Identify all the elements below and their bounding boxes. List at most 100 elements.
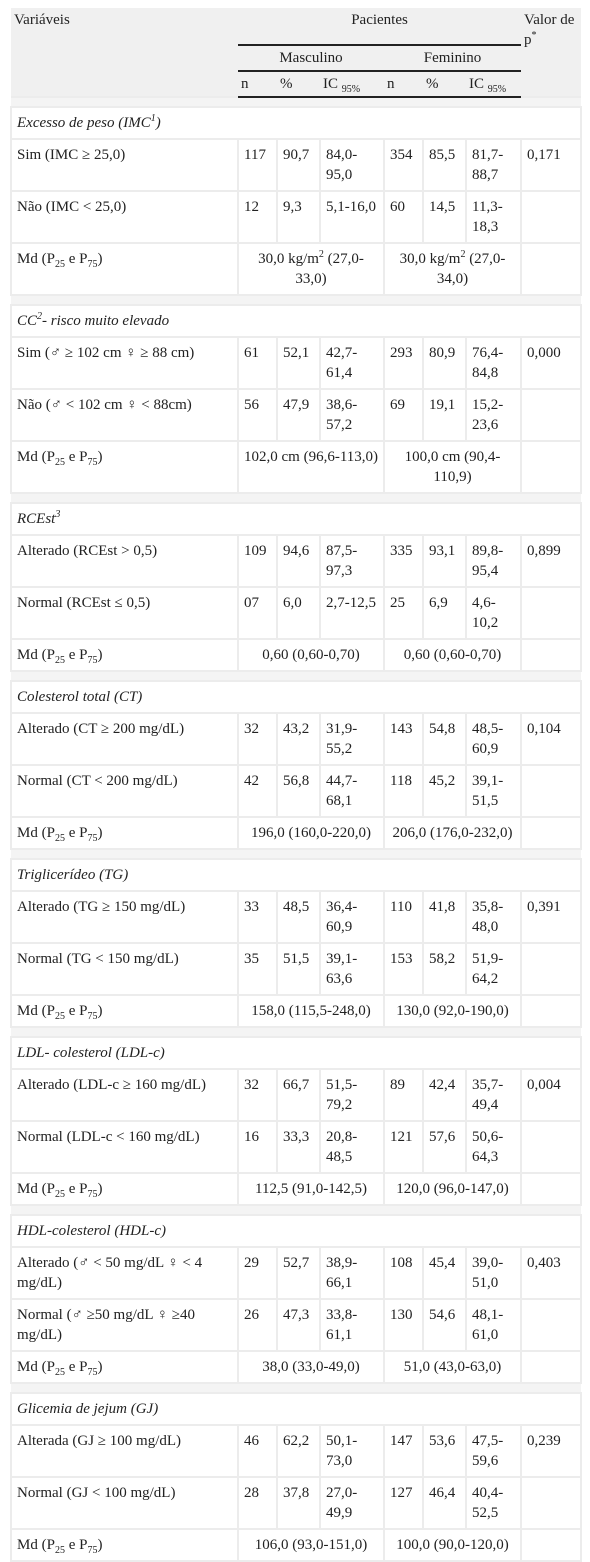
p-value: 0,104: [520, 712, 583, 766]
text-segment: Md (P: [17, 825, 55, 841]
median-row: Md (P25 e P75) 106,0 (93,0-151,0) 100,0 (9…: [10, 1528, 583, 1562]
header-cell: %: [423, 71, 466, 98]
data-cell: 58,2: [422, 942, 467, 996]
data-cell: 47,9: [276, 388, 321, 442]
row-label: Md (P25 e P75): [10, 440, 239, 494]
p-value: [520, 586, 583, 640]
text-segment: 30,0 kg/m: [258, 251, 319, 267]
data-cell: 39,0-51,0: [464, 1246, 523, 1300]
data-cell: 143: [383, 712, 424, 766]
data-cell: 5,1-16,0: [319, 190, 385, 244]
median-row: Md (P25 e P75) 38,0 (33,0-49,0) 51,0 (43,0…: [10, 1350, 583, 1384]
text-segment: Md (P: [17, 647, 55, 663]
text-segment: Md (P: [17, 449, 55, 465]
data-cell: 153: [383, 942, 424, 996]
data-cell: 293: [383, 336, 424, 390]
text-segment: ): [155, 115, 161, 131]
data-cell: 42,7-61,4: [319, 336, 385, 390]
data-cell: 4,6-10,2: [464, 586, 523, 640]
data-cell: 47,3: [276, 1298, 321, 1352]
data-cell: 50,6-64,3: [464, 1120, 523, 1174]
row-label: Normal (CT < 200 mg/dL): [10, 764, 239, 818]
section-title: CC2- risco muito elevado: [9, 304, 583, 338]
text-segment: IC: [323, 76, 342, 92]
p-value: [520, 242, 583, 296]
text-segment: Md (P: [17, 251, 55, 267]
data-cell: 147: [383, 1424, 424, 1478]
data-row: Sim (IMC ≥ 25,0) 117 90,7 84,0-95,0 354 85,5 8…: [10, 138, 583, 192]
data-cell: 33,3: [276, 1120, 321, 1174]
header-cell: %: [277, 71, 320, 98]
data-cell: 15,2-23,6: [464, 388, 523, 442]
subscript: 25: [54, 1545, 65, 1556]
p-value: [520, 1172, 583, 1206]
text-segment: CC: [17, 313, 38, 329]
data-cell: 46: [237, 1424, 278, 1478]
section-title: HDL-colesterol (HDL-c): [9, 1214, 583, 1248]
row-label: Sim (♂ ≥ 102 cm ♀ ≥ 88 cm): [10, 336, 239, 390]
data-cell: 35: [237, 942, 278, 996]
section-title-row: Colesterol total (CT): [9, 680, 583, 714]
data-cell: 32: [237, 1068, 278, 1122]
data-cell: 39,1-51,5: [464, 764, 523, 818]
text-segment: Excesso de peso (IMC: [17, 115, 151, 131]
row-label: Md (P25 e P75): [10, 994, 239, 1028]
row-label: Não (♂ < 102 cm ♀ < 88cm): [10, 388, 239, 442]
subscript: 75: [87, 1011, 98, 1022]
median-cell: 206,0 (176,0-232,0): [382, 816, 523, 850]
data-cell: 53,6: [422, 1424, 467, 1478]
subscript: 25: [54, 1011, 65, 1022]
section-title-row: Excesso de peso (IMC1): [9, 106, 583, 140]
data-cell: 36,4-60,9: [319, 890, 385, 944]
text-segment: RCEst: [17, 511, 56, 527]
median-cell: 30,0 kg/m2 (27,0-34,0): [382, 242, 523, 296]
p-value: 0,000: [520, 336, 583, 390]
data-row: Não (♂ < 102 cm ♀ < 88cm) 56 47,9 38,6-57,2…: [10, 388, 583, 442]
header-cell: Pacientes: [238, 8, 522, 45]
data-cell: 19,1: [422, 388, 467, 442]
median-cell: 106,0 (93,0-151,0): [237, 1528, 385, 1562]
data-cell: 44,7-68,1: [319, 764, 385, 818]
data-cell: 335: [383, 534, 424, 588]
text-segment: ): [97, 647, 103, 663]
text-segment: Md (P: [17, 1537, 55, 1553]
data-cell: 46,4: [422, 1476, 467, 1530]
p-value: 0,403: [520, 1246, 583, 1300]
row-label: Alterado (LDL-c ≥ 160 mg/dL): [10, 1068, 239, 1122]
text-segment: Md (P: [17, 1359, 55, 1375]
data-cell: 121: [383, 1120, 424, 1174]
median-row: Md (P25 e P75) 0,60 (0,60-0,70) 0,60 (0,60…: [10, 638, 583, 672]
spacer-cell: [11, 1382, 582, 1394]
superscript: *: [531, 30, 537, 41]
median-cell: 100,0 (90,0-120,0): [382, 1528, 523, 1562]
section-title-row: LDL- colesterol (LDL-c): [9, 1036, 583, 1070]
data-cell: 52,7: [276, 1246, 321, 1300]
section-title-row: RCEst3: [9, 502, 583, 536]
data-row: Não (IMC < 25,0) 12 9,3 5,1-16,0 60 14,5 11,3-…: [10, 190, 583, 244]
data-cell: 93,1: [422, 534, 467, 588]
text-segment: ): [97, 1003, 103, 1019]
data-row: Normal (LDL-c < 160 mg/dL) 16 33,3 20,8-48,…: [10, 1120, 583, 1174]
data-cell: 60: [383, 190, 424, 244]
header-cell: Masculino: [238, 44, 384, 72]
data-cell: 16: [237, 1120, 278, 1174]
header-row: Masculino Feminino: [11, 44, 581, 72]
data-cell: 69: [383, 388, 424, 442]
row-label: Alterado (RCEst > 0,5): [10, 534, 239, 588]
median-cell: 130,0 (92,0-190,0): [382, 994, 523, 1028]
data-cell: 35,7-49,4: [464, 1068, 523, 1122]
data-cell: 51,5-79,2: [319, 1068, 385, 1122]
p-value: [520, 388, 583, 442]
data-cell: 11,3-18,3: [464, 190, 523, 244]
p-value: [520, 440, 583, 494]
section-title: Triglicerídeo (TG): [9, 858, 583, 892]
data-cell: 27,0-49,9: [319, 1476, 385, 1530]
text-segment: Md (P: [17, 1181, 55, 1197]
data-row: Alterado (LDL-c ≥ 160 mg/dL) 32 66,7 51,5-7…: [10, 1068, 583, 1122]
spacer-row: [11, 294, 582, 306]
p-value: 0,391: [520, 890, 583, 944]
data-cell: 56,8: [276, 764, 321, 818]
median-cell: 0,60 (0,60-0,70): [237, 638, 385, 672]
header-cell: Valor de p*: [521, 8, 582, 97]
text-segment: (27,0-34,0): [436, 251, 506, 287]
